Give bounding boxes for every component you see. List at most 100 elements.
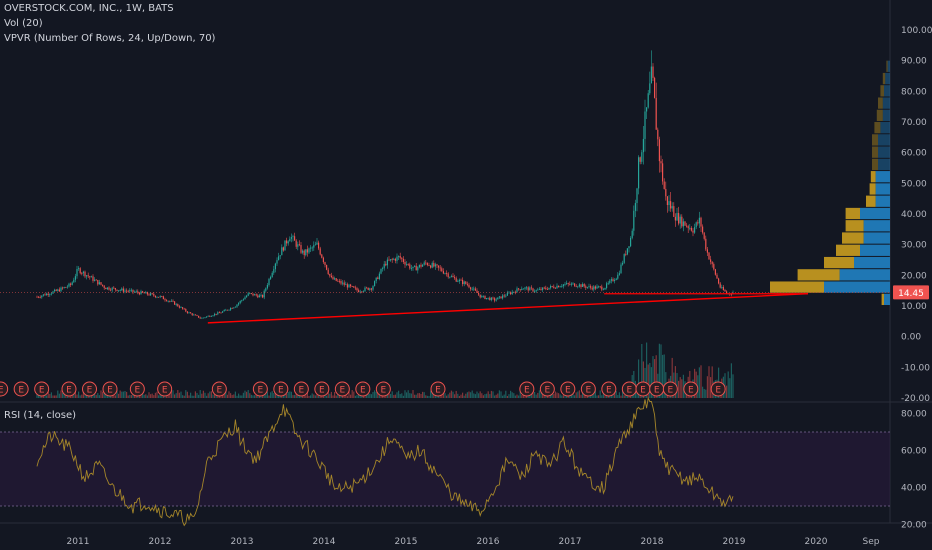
candle-body <box>225 309 227 311</box>
volume-bar <box>84 392 86 398</box>
earnings-marker[interactable]: E <box>0 381 9 397</box>
candle-body <box>471 288 473 290</box>
candle-body <box>585 286 587 288</box>
vpvr-legend[interactable]: VPVR (Number Of Rows, 24, Up/Down, 70) <box>4 33 216 44</box>
candle-body <box>382 268 384 270</box>
candle-body <box>417 267 419 271</box>
earnings-marker[interactable]: E <box>273 381 289 397</box>
candle-body <box>554 287 556 289</box>
volume-bar <box>417 393 419 398</box>
candle-body <box>121 288 123 291</box>
candle-body <box>305 249 307 256</box>
volume-legend[interactable]: Vol (20) <box>4 18 43 29</box>
earnings-marker[interactable]: E <box>129 381 145 397</box>
volume-bar <box>462 392 464 398</box>
vpvr-down-row <box>872 146 878 158</box>
earnings-marker[interactable]: E <box>157 381 173 397</box>
earnings-circle <box>683 381 699 397</box>
volume-bar <box>623 395 625 398</box>
candle-body <box>522 288 524 290</box>
earnings-marker[interactable]: E <box>293 381 309 397</box>
candle-body <box>430 265 432 268</box>
earnings-circle <box>334 381 350 397</box>
candle-body <box>271 272 273 278</box>
candle-body <box>610 279 612 281</box>
candle-body <box>599 286 601 288</box>
earnings-marker[interactable]: E <box>375 381 391 397</box>
earnings-marker[interactable]: E <box>314 381 330 397</box>
volume-bar <box>110 395 112 398</box>
volume-bar <box>425 395 427 398</box>
volume-bar <box>252 395 254 398</box>
volume-bar <box>346 395 348 398</box>
volume-bar <box>583 393 585 398</box>
rsi-legend[interactable]: RSI (14, close) <box>4 410 77 421</box>
symbol-legend[interactable]: OVERSTOCK.COM, INC., 1W, BATS <box>4 3 174 14</box>
earnings-marker[interactable]: E <box>662 381 678 397</box>
vpvr-down-row <box>842 232 864 244</box>
candle-body <box>68 283 70 287</box>
earnings-marker[interactable]: E <box>355 381 371 397</box>
candle-body <box>399 255 401 258</box>
earnings-marker[interactable]: E <box>430 381 446 397</box>
volume-bar <box>66 394 68 398</box>
earnings-marker[interactable]: E <box>82 381 97 397</box>
candle-body <box>527 287 529 291</box>
volume-bar <box>497 393 499 398</box>
candle-body <box>505 295 507 297</box>
candle-body <box>206 316 208 318</box>
candle-body <box>447 273 449 278</box>
volume-bar <box>249 393 251 398</box>
earnings-marker[interactable]: E <box>683 381 699 397</box>
earnings-marker[interactable]: E <box>102 381 118 397</box>
volume-bar <box>305 395 307 398</box>
candle-body <box>138 292 140 295</box>
earnings-marker[interactable]: E <box>580 381 596 397</box>
trendlines[interactable] <box>0 292 890 324</box>
candle-body <box>644 111 646 139</box>
volume-bar <box>590 395 592 398</box>
earnings-marker[interactable]: E <box>252 381 268 397</box>
earnings-marker[interactable]: E <box>635 381 651 397</box>
earnings-marker[interactable]: E <box>539 381 555 397</box>
candle-body <box>87 275 89 277</box>
candle-body <box>434 264 436 267</box>
earnings-marker[interactable]: E <box>601 381 617 397</box>
earnings-marker[interactable]: E <box>710 381 726 397</box>
candle-body <box>641 152 643 162</box>
candle-body <box>270 277 272 279</box>
candle-body <box>545 287 547 289</box>
candle-body <box>337 280 339 282</box>
candle-body <box>361 291 363 293</box>
volume-bar <box>391 391 393 398</box>
earnings-marker[interactable]: E <box>519 381 535 397</box>
earnings-marker[interactable]: E <box>649 381 665 397</box>
earnings-marker[interactable]: E <box>560 381 576 397</box>
earnings-label: E <box>18 386 24 396</box>
volume-bar <box>326 395 328 398</box>
earnings-marker[interactable]: E <box>334 381 350 397</box>
candle-body <box>479 294 481 298</box>
volume-bar <box>646 342 648 398</box>
price-axis-tick: 90.00 <box>901 57 927 67</box>
volume-bar <box>409 393 411 398</box>
volume-bar <box>710 377 712 398</box>
earnings-marker[interactable]: E <box>13 381 29 397</box>
candle-body <box>158 296 160 298</box>
earnings-marker[interactable]: E <box>211 381 227 397</box>
candle-body <box>530 287 532 289</box>
earnings-marker[interactable]: E <box>34 381 50 397</box>
earnings-marker[interactable]: E <box>61 381 77 397</box>
candle-body <box>226 309 228 311</box>
candle-body <box>503 295 505 297</box>
candle-body <box>714 269 716 275</box>
earnings-label: E <box>298 386 304 396</box>
volume-bar <box>118 393 120 398</box>
volume-bar <box>537 392 539 398</box>
last-price-text: 14.45 <box>898 289 924 299</box>
candle-body <box>602 289 604 291</box>
earnings-marker[interactable]: E <box>621 381 637 397</box>
earnings-label: E <box>216 386 222 396</box>
